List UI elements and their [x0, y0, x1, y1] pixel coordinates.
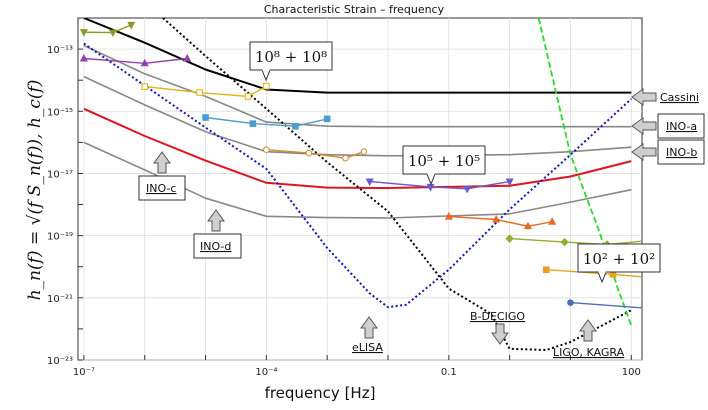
series-line-pta-11: [448, 215, 553, 228]
y-tick-label: 10⁻¹³: [47, 45, 73, 56]
svg-text:Cassini: Cassini: [660, 91, 699, 104]
svg-text:INO-d: INO-d: [200, 240, 231, 253]
y-tick-label: 10⁻¹⁹: [47, 232, 73, 243]
data-point: [548, 217, 557, 225]
data-point: [426, 183, 435, 192]
data-point: [360, 148, 368, 156]
data-point: [689, 271, 695, 277]
data-point: [365, 178, 374, 187]
svg-text:INO-b: INO-b: [666, 146, 697, 159]
annotation-1e8: 10⁸ + 10⁸: [249, 41, 333, 82]
series-line-ino-a: [83, 44, 632, 128]
series-line-pta-17: [83, 24, 132, 34]
data-point: [202, 114, 209, 121]
data-point: [505, 178, 514, 187]
data-point: [671, 307, 677, 313]
ticks: 10⁻⁷ 10⁻⁴ 0.1 100 10⁻¹³ 10⁻¹⁵ 10⁻¹⁷ 10⁻¹⁹ 10⁻²¹ 1…: [47, 17, 641, 378]
y-axis-title: h_n(f) = √(f S_n(f)), h_c(f): [25, 80, 45, 301]
svg-text:INO-c: INO-c: [146, 182, 176, 195]
annotation-1e5: 10⁵ + 10⁵: [402, 145, 486, 186]
data-point: [646, 237, 653, 244]
series-line-pta-8: [570, 301, 642, 309]
svg-text:INO-a: INO-a: [666, 120, 697, 133]
y-tick-label: 10⁻²¹: [47, 294, 73, 305]
series-line-pta-12: [369, 180, 510, 190]
x-tick-label: 10⁻⁴: [255, 367, 277, 378]
series-line-ino-c: [83, 107, 632, 189]
data-point: [542, 266, 550, 274]
data-point: [567, 299, 574, 306]
data-point: [647, 275, 653, 281]
data-point: [183, 53, 192, 62]
series-line-pta-10: [509, 237, 642, 246]
annotation-1e2: 10² + 10²: [577, 243, 661, 284]
data-point: [127, 21, 136, 30]
data-point: [342, 154, 349, 162]
data-point: [463, 185, 472, 194]
x-axis-title: frequency [Hz]: [265, 384, 376, 402]
series-line-pta-13: [266, 149, 365, 159]
data-point: [249, 120, 257, 127]
svg-text:10² + 10²: 10² + 10²: [583, 250, 655, 268]
label-ino-b: INO-b: [631, 139, 705, 165]
data-point: [140, 58, 149, 67]
svg-text:10⁸ + 10⁸: 10⁸ + 10⁸: [255, 48, 327, 66]
data-point: [79, 53, 88, 62]
data-point: [700, 311, 706, 317]
data-point: [244, 93, 252, 100]
series-line-elisa: [83, 42, 632, 309]
series-line-pta-14: [205, 116, 328, 127]
series-line-pta-16: [83, 57, 188, 64]
x-tick-label: 10⁻⁷: [73, 367, 95, 378]
y-tick-label: 10⁻²³: [47, 356, 73, 367]
label-ino-a: INO-a: [631, 113, 705, 139]
data-point: [323, 115, 331, 123]
svg-text:10⁵ + 10⁵: 10⁵ + 10⁵: [408, 152, 480, 170]
data-point: [79, 29, 88, 37]
data-point: [263, 82, 270, 90]
series-line-pta-15: [144, 85, 267, 98]
svg-text:B-DECIGO: B-DECIGO: [470, 310, 525, 323]
label-ino-c: INO-c: [138, 151, 186, 201]
data-point: [444, 212, 453, 220]
label-elisa: eLISA: [352, 316, 383, 354]
x-tick-label: 100: [622, 367, 641, 378]
label-ino-d: INO-d: [193, 209, 242, 259]
y-tick-label: 10⁻¹⁵: [47, 107, 73, 118]
label-cassini: Cassini: [631, 88, 699, 106]
svg-text:eLISA: eLISA: [352, 341, 383, 354]
label-ligo-kagra: LIGO, KAGRA: [553, 319, 625, 359]
data-point: [292, 122, 299, 130]
data-point: [523, 221, 532, 230]
y-tick-label: 10⁻¹⁷: [47, 169, 73, 180]
x-tick-label: 0.1: [441, 367, 457, 378]
data-point: [305, 149, 313, 157]
data-point: [560, 237, 569, 247]
series-line-ligo-kagra: [537, 18, 633, 326]
data-point: [505, 234, 514, 243]
data-point: [196, 89, 203, 96]
series-line-ino-b: [83, 75, 632, 157]
data-point: [492, 214, 501, 223]
data-point: [141, 83, 149, 90]
svg-text:LIGO, KAGRA: LIGO, KAGRA: [553, 346, 625, 359]
label-b-decigo: B-DECIGO: [470, 310, 525, 345]
chart-title: Characteristic Strain – frequency: [264, 3, 445, 16]
data-point: [108, 29, 117, 38]
data-point: [263, 146, 270, 154]
